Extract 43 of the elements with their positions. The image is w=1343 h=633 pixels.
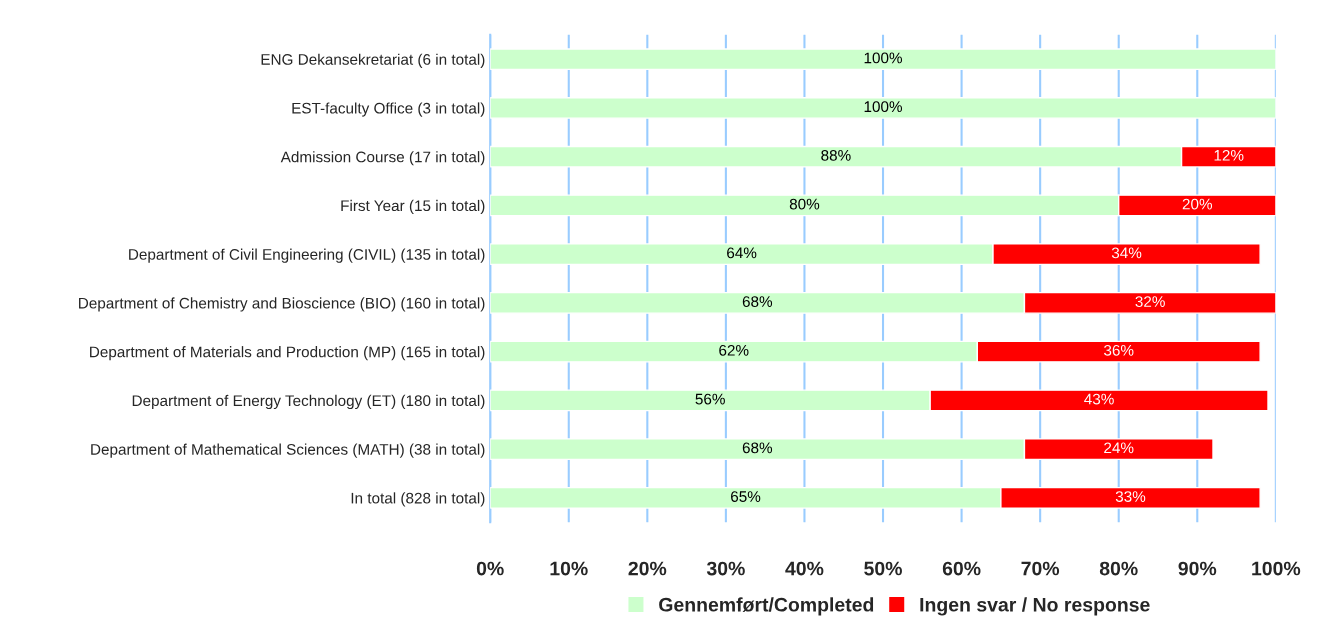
data-label: 64% bbox=[727, 247, 757, 259]
data-label: 56% bbox=[695, 393, 725, 405]
data-label: 20% bbox=[1182, 198, 1213, 210]
data-label: 80% bbox=[789, 198, 820, 210]
x-tick-label: 30% bbox=[706, 561, 745, 576]
y-tick-label: Department of Chemistry and Bioscience (BIO) (160 in total) bbox=[79, 297, 485, 312]
x-tick-label: 20% bbox=[628, 561, 667, 576]
data-label: 32% bbox=[1135, 296, 1165, 307]
data-label: 68% bbox=[742, 296, 773, 307]
y-tick-label: First Year (15 in total) bbox=[341, 199, 485, 215]
data-label: 36% bbox=[1104, 344, 1134, 356]
x-tick-label: 100% bbox=[1252, 561, 1301, 576]
x-tick-label: 80% bbox=[1099, 561, 1138, 576]
y-tick-label: Department of Mathematical Sciences (MATH) (38 in total) bbox=[91, 443, 485, 458]
x-tick-label: 50% bbox=[864, 561, 902, 576]
data-label: 100% bbox=[864, 101, 903, 113]
x-tick-label: 0% bbox=[476, 561, 504, 576]
data-label: 88% bbox=[821, 149, 851, 161]
legend-label: Gennemført/Completed bbox=[659, 597, 874, 616]
y-tick-label: ENG Dekansekretariat (6 in total) bbox=[261, 53, 485, 68]
bar bbox=[490, 96, 1276, 119]
y-tick-label: In total (828 in total) bbox=[351, 492, 485, 507]
data-label: 65% bbox=[731, 491, 761, 502]
y-tick-label: EST-faculty Office (3 in total) bbox=[292, 102, 485, 117]
data-label: 24% bbox=[1104, 442, 1134, 454]
data-label: 100% bbox=[864, 52, 903, 64]
data-label: 33% bbox=[1115, 491, 1146, 502]
data-label: 68% bbox=[742, 442, 773, 454]
x-tick-label: 60% bbox=[942, 561, 981, 576]
legend-label: Ingen svar / No response bbox=[920, 597, 1150, 616]
y-tick-label: Admission Course (17 in total) bbox=[280, 151, 485, 166]
data-label: 12% bbox=[1214, 149, 1244, 161]
data-label: 34% bbox=[1111, 247, 1142, 259]
x-tick-label: 40% bbox=[785, 561, 824, 576]
y-tick-label: Department of Civil Engineering (CIVIL) (135 in total) bbox=[129, 248, 485, 263]
y-tick-label: Department of Materials and Production (MP) (165 in total) bbox=[90, 346, 485, 361]
data-label: 62% bbox=[719, 344, 749, 356]
x-tick-label: 10% bbox=[550, 561, 588, 576]
y-tick-label: Department of Energy Technology (ET) (180 in total) bbox=[132, 394, 485, 410]
x-tick-label: 90% bbox=[1178, 561, 1217, 576]
bar bbox=[490, 48, 1276, 71]
x-tick-label: 70% bbox=[1021, 561, 1060, 576]
data-label: 43% bbox=[1084, 393, 1114, 405]
